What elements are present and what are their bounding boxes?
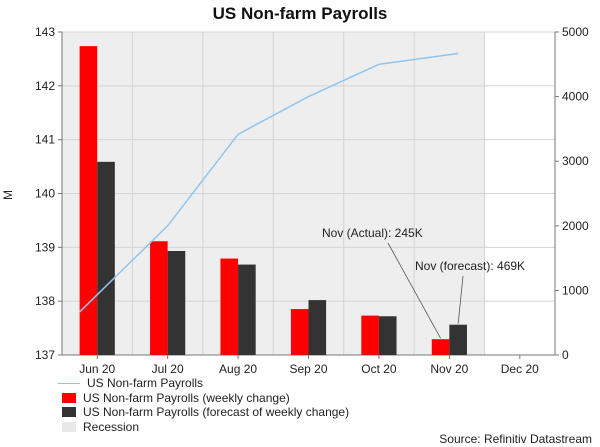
x-tick-label: Nov 20: [430, 362, 468, 376]
series-line: [79, 52, 459, 313]
y-tick-label: 141: [35, 133, 55, 147]
y-tick-label: 142: [35, 79, 55, 93]
legend-label: US Non-farm Payrolls: [87, 376, 204, 391]
legend-label: Recession: [83, 419, 140, 434]
x-tick-label: Sep 20: [289, 362, 327, 376]
legend-dark-swatch: [62, 407, 76, 418]
annotation-label: Nov (forecast): 469K: [415, 259, 525, 273]
legend-label: US Non-farm Payrolls (forecast of weekly…: [83, 405, 350, 420]
y-tick-label: 137: [35, 348, 55, 362]
annotation-label: Nov (Actual): 245K: [322, 226, 423, 240]
legend: US Non-farm Payrolls US Non-farm Payroll…: [58, 376, 349, 435]
annotation-leader: [387, 242, 441, 339]
plot-area: 137 138 139 140 141 142 143 0 1000 2000 3000 4000 50…: [35, 25, 589, 376]
annotation-leader: [457, 275, 464, 324]
y2-tick-label: 0: [562, 348, 569, 362]
x-tick-label: Oct 20: [361, 362, 397, 376]
bar: [431, 339, 450, 355]
chart-title: US Non-farm Payrolls: [213, 4, 388, 23]
bar: [449, 324, 467, 355]
y2-tick-label: 1000: [562, 283, 589, 297]
x-tick-label: Jun 20: [79, 362, 115, 376]
y-tick-label: 138: [35, 294, 55, 308]
bar: [378, 316, 397, 355]
y2-tick-label: 2000: [562, 219, 589, 233]
source-note: Source: Refinitiv Datastream: [439, 432, 592, 446]
bar: [220, 258, 239, 355]
y-tick-label: 143: [35, 25, 55, 39]
bar: [150, 241, 168, 355]
bar: [238, 264, 256, 355]
legend-grey-swatch: [62, 421, 76, 432]
legend-item-forecast: US Non-farm Payrolls (forecast of weekly…: [62, 405, 349, 420]
bar: [167, 250, 186, 355]
y2-tick-label: 4000: [562, 90, 589, 104]
legend-item-payrolls: US Non-farm Payrolls: [58, 376, 349, 391]
legend-label: US Non-farm Payrolls (weekly change): [83, 390, 290, 405]
y2-tick-label: 3000: [562, 154, 589, 168]
bar: [361, 315, 379, 355]
legend-item-weekly-change: US Non-farm Payrolls (weekly change): [62, 391, 349, 406]
bar: [308, 300, 327, 355]
x-tick-label: Jul 20: [152, 362, 184, 376]
y-tick-label: 140: [35, 187, 55, 201]
legend-line-swatch: [58, 382, 80, 384]
bar: [79, 46, 98, 355]
y-axis-label: M: [1, 190, 15, 200]
legend-item-recession: Recession: [62, 420, 349, 435]
bar: [290, 309, 309, 355]
y2-tick-label: 5000: [562, 25, 589, 39]
bar: [97, 161, 115, 355]
x-tick-label: Aug 20: [219, 362, 257, 376]
legend-red-swatch: [62, 392, 76, 403]
x-tick-label: Dec 20: [501, 362, 539, 376]
y-tick-label: 139: [35, 240, 55, 254]
